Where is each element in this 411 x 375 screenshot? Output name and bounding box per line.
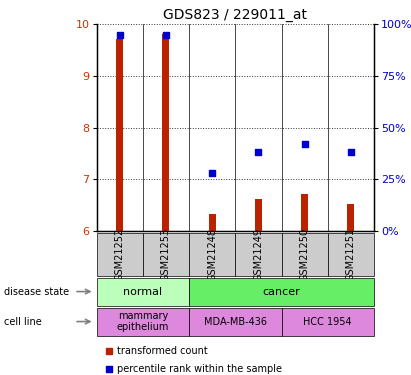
Bar xyxy=(162,34,169,375)
Bar xyxy=(328,232,374,276)
Bar xyxy=(189,308,282,336)
Point xyxy=(163,32,169,38)
Point xyxy=(106,348,112,354)
Text: cancer: cancer xyxy=(263,286,300,297)
Bar xyxy=(282,308,374,336)
Text: GSM21248: GSM21248 xyxy=(207,228,217,280)
Bar xyxy=(209,214,216,375)
Text: GSM21252: GSM21252 xyxy=(115,227,125,280)
Bar xyxy=(97,232,143,276)
Text: GSM21253: GSM21253 xyxy=(161,228,171,280)
Text: cell line: cell line xyxy=(4,316,42,327)
Bar xyxy=(189,232,235,276)
Text: GSM21251: GSM21251 xyxy=(346,228,356,280)
Text: mammary
epithelium: mammary epithelium xyxy=(117,311,169,332)
Point xyxy=(348,149,354,155)
Bar xyxy=(235,232,282,276)
Text: GSM21249: GSM21249 xyxy=(254,228,263,280)
Point xyxy=(116,32,123,38)
Text: MDA-MB-436: MDA-MB-436 xyxy=(204,316,267,327)
Text: normal: normal xyxy=(123,286,162,297)
Point xyxy=(209,170,215,176)
Bar xyxy=(189,278,374,306)
Text: transformed count: transformed count xyxy=(117,346,208,355)
Point xyxy=(255,149,262,155)
Bar xyxy=(282,232,328,276)
Text: percentile rank within the sample: percentile rank within the sample xyxy=(117,364,282,374)
Bar xyxy=(255,199,262,375)
Bar xyxy=(143,232,189,276)
Text: GSM21250: GSM21250 xyxy=(300,228,309,280)
Point xyxy=(301,141,308,147)
Bar xyxy=(301,194,308,375)
Text: disease state: disease state xyxy=(4,286,69,297)
Bar xyxy=(97,308,189,336)
Text: HCC 1954: HCC 1954 xyxy=(303,316,352,327)
Bar xyxy=(347,204,354,375)
Bar xyxy=(97,278,189,306)
Point xyxy=(106,366,112,372)
Bar xyxy=(116,39,123,375)
Title: GDS823 / 229011_at: GDS823 / 229011_at xyxy=(163,8,307,22)
